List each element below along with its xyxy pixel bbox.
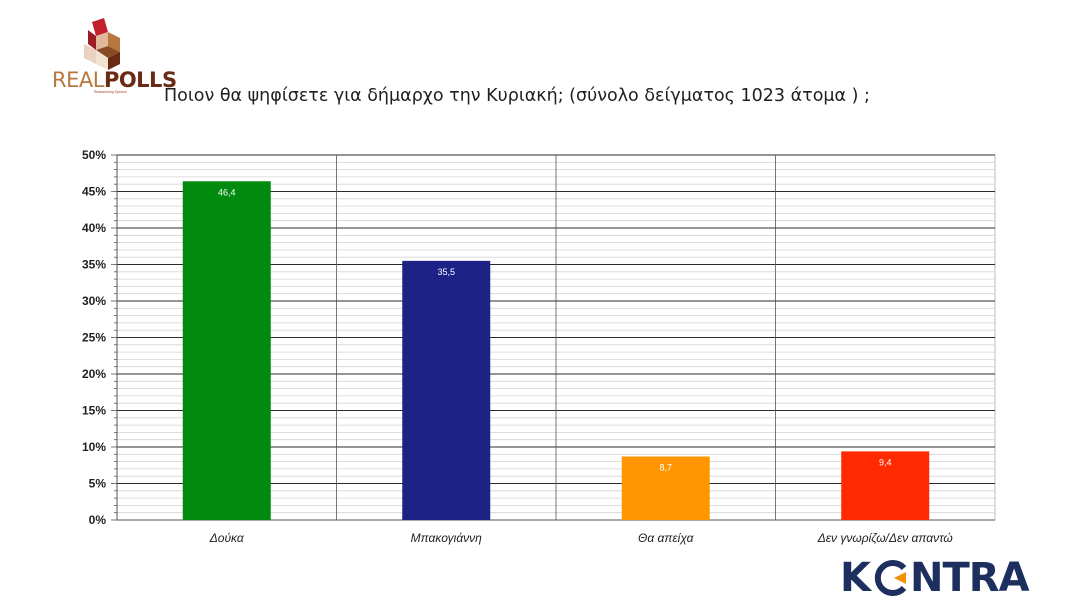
y-tick-label: 20%	[82, 367, 106, 381]
y-tick-label: 25%	[82, 331, 106, 345]
kontra-letter-k: K	[840, 555, 871, 601]
y-tick-label: 30%	[82, 294, 106, 308]
y-tick-label: 35%	[82, 258, 106, 272]
realpolls-cube-icon	[84, 18, 120, 70]
y-tick-label: 50%	[82, 148, 106, 162]
x-tick-label-2: Μπακογιάννη	[411, 531, 483, 545]
kontra-letters-ntra: NTRA	[910, 555, 1030, 601]
data-label-3: 8,7	[659, 462, 672, 472]
y-tick-label: 0%	[89, 513, 107, 527]
data-label-4: 9,4	[879, 457, 892, 467]
x-tick-label-3: Θα απείχα	[638, 531, 695, 545]
realpolls-wordmark: REALPOLLS	[52, 68, 177, 92]
kontra-o-icon	[874, 560, 907, 596]
y-tick-label: 15%	[82, 404, 106, 418]
data-label-1: 46,4	[218, 187, 236, 197]
y-tick-label: 40%	[82, 221, 106, 235]
chart-question-title: Ποιον θα ψηφίσετε για δήμαρχο την Κυριακ…	[164, 86, 870, 106]
bar-4	[841, 451, 930, 520]
y-tick-label: 10%	[82, 440, 106, 454]
data-label-2: 35,5	[437, 267, 455, 277]
bar-1	[182, 181, 271, 520]
realpolls-logo: REALPOLLS Researching Opinion	[48, 18, 177, 98]
y-tick-label: 5%	[89, 477, 107, 491]
realpolls-tagline: Researching Opinion	[94, 90, 127, 94]
kontra-logo: K NTRA	[838, 556, 1048, 600]
bar-3	[621, 456, 710, 520]
y-tick-label: 45%	[82, 185, 106, 199]
x-tick-label-4: Δεν γνωρίζω/Δεν απαντώ	[817, 531, 953, 545]
bar-2	[402, 260, 491, 520]
x-tick-label-1: Δούκα	[209, 531, 245, 545]
